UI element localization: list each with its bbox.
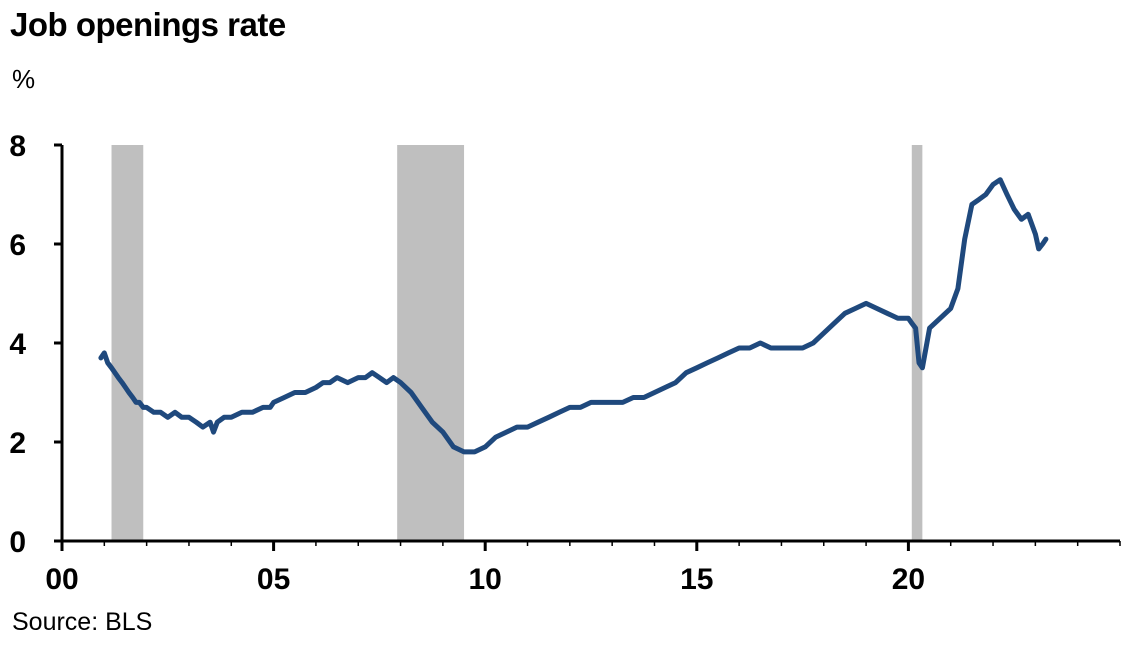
series-line-0: [98, 177, 1049, 455]
x-tick-label-2: 10: [469, 563, 502, 596]
recession-bands: [111, 145, 923, 541]
chart-axes: [54, 143, 1121, 551]
x-tick-label-4: 20: [892, 563, 925, 596]
y-tick-label-2: 4: [9, 328, 26, 361]
y-axis-unit-label: %: [12, 64, 36, 94]
recession-band-1: [397, 145, 465, 541]
series-layer: [98, 177, 1049, 455]
x-tick-label-0: 00: [45, 563, 78, 596]
source-note: Source: BLS: [12, 608, 153, 636]
y-tick-label-4: 8: [9, 130, 26, 163]
y-tick-label-1: 2: [9, 427, 26, 460]
x-tick-label-1: 05: [257, 563, 290, 596]
recession-band-0: [111, 145, 144, 541]
tick-labels: 0 2 4 6 8 00 05 10 15 20: [9, 130, 925, 596]
y-tick-label-0: 0: [9, 526, 26, 559]
chart-title: Job openings rate: [10, 6, 286, 43]
x-tick-label-3: 15: [680, 563, 713, 596]
y-tick-label-3: 6: [9, 229, 26, 262]
